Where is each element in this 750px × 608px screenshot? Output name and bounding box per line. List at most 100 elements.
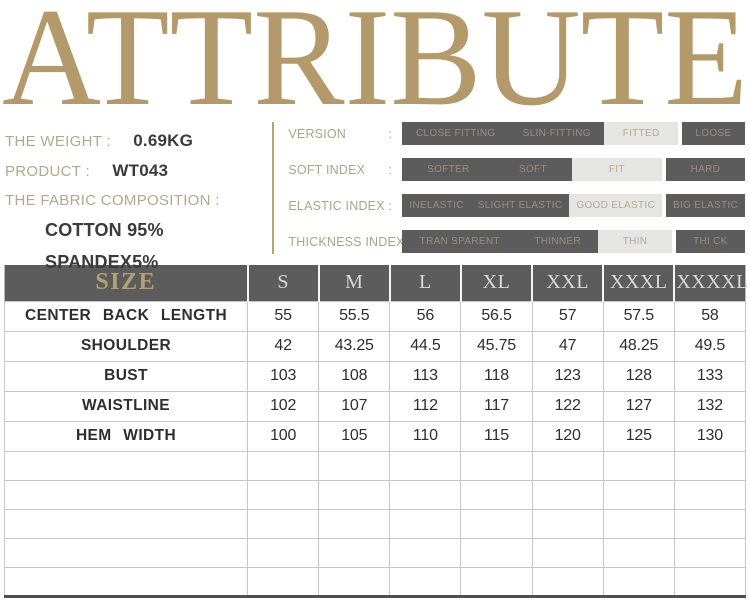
size-header: SIZE xyxy=(4,265,249,301)
empty-cell xyxy=(3,479,249,510)
product-line: PRODUCT : WT043 xyxy=(5,156,272,186)
table-row-shoulder: SHOULDER 42 43.25 44.5 45.75 47 48.25 49… xyxy=(3,330,747,362)
empty-cell xyxy=(3,450,249,481)
table-row-hem-width: HEM WIDTH 100 105 110 115 120 125 130 xyxy=(3,420,747,452)
attribute-label: VERSION xyxy=(288,126,347,141)
empty-cell xyxy=(602,479,675,510)
cell: 125 xyxy=(602,420,675,452)
row-label: SHOULDER xyxy=(3,330,249,362)
table-row-center-back-length: CENTER BACK LENGTH 55 55.5 56 56.5 57 57… xyxy=(3,300,747,332)
weight-value: 0.69KG xyxy=(133,131,194,150)
size-table: SIZE S M L XL XXL XXXL XXXXL CENTER BACK… xyxy=(3,265,748,598)
product-info-panel: THE WEIGHT : 0.69KG PRODUCT : WT043 THE … xyxy=(0,118,272,272)
empty-cell xyxy=(460,450,533,481)
empty-cell xyxy=(531,566,604,597)
info-section: THE WEIGHT : 0.69KG PRODUCT : WT043 THE … xyxy=(0,112,750,272)
cell: 118 xyxy=(460,360,533,392)
cell: 120 xyxy=(531,420,604,452)
table-row-empty xyxy=(3,450,747,481)
cell: 43.25 xyxy=(318,330,391,362)
empty-cell xyxy=(602,450,675,481)
row-label: WAISTLINE xyxy=(3,390,249,422)
empty-cell xyxy=(531,450,604,481)
empty-cell xyxy=(389,479,462,510)
attribute-label: THICKNESS INDEX: xyxy=(288,234,409,249)
fabric-value-line: COTTON 95% SPANDEX5% xyxy=(45,215,272,279)
empty-cell xyxy=(389,566,462,597)
attribute-colon: : xyxy=(388,198,392,213)
option-chip-selected: THIN xyxy=(598,230,672,253)
cell: 103 xyxy=(247,360,320,392)
attribute-row-elastic-index: ELASTIC INDEX : INELASTIC SLIGHT ELASTIC… xyxy=(288,194,745,217)
fabric-label: THE FABRIC COMPOSITION : xyxy=(5,192,220,209)
option-chip: SLIN-FITTING xyxy=(509,122,605,145)
cell: 102 xyxy=(247,390,320,422)
column-header-xxxl: XXXL xyxy=(603,265,676,301)
attribute-row-soft-index: SOFT INDEX : SOFTER SOFT FIT HARD xyxy=(288,158,745,181)
empty-cell xyxy=(460,479,533,510)
empty-cell xyxy=(673,566,747,597)
empty-cell xyxy=(673,508,747,539)
empty-cell xyxy=(673,537,747,568)
cell: 42 xyxy=(247,330,320,362)
cell: 115 xyxy=(460,420,533,452)
table-row-bust: BUST 103 108 113 118 123 128 133 xyxy=(3,360,747,392)
fabric-value: COTTON 95% SPANDEX5% xyxy=(45,220,164,272)
empty-cell xyxy=(247,450,320,481)
column-header-xxxxl: XXXXL xyxy=(674,265,748,301)
row-label: HEM WIDTH xyxy=(3,420,249,452)
option-chip: SLIGHT ELASTIC xyxy=(470,194,570,217)
attribute-colon: : xyxy=(388,126,392,141)
table-row-empty xyxy=(3,537,747,568)
weight-label: THE WEIGHT : xyxy=(5,133,111,150)
weight-line: THE WEIGHT : 0.69KG xyxy=(5,126,272,156)
option-chip: THI CK xyxy=(675,230,745,253)
cell: 44.5 xyxy=(389,330,462,362)
column-header-m: M xyxy=(318,265,391,301)
empty-cell xyxy=(673,450,747,481)
empty-cell xyxy=(247,479,320,510)
empty-cell xyxy=(602,537,675,568)
option-chip-selected: FITTED xyxy=(604,122,678,145)
empty-cell xyxy=(531,537,604,568)
column-header-xxl: XXL xyxy=(532,265,605,301)
empty-cell xyxy=(318,537,391,568)
cell: 55 xyxy=(247,300,320,332)
attribute-row-thickness-index: THICKNESS INDEX: TRAN SPARENT THINNER TH… xyxy=(288,230,745,253)
cell: 117 xyxy=(460,390,533,422)
option-chip: CLOSE FITTING xyxy=(402,122,510,145)
cell: 113 xyxy=(389,360,462,392)
empty-cell xyxy=(531,479,604,510)
attribute-row-version: VERSION : CLOSE FITTING SLIN-FITTING FIT… xyxy=(288,122,745,145)
empty-cell xyxy=(602,508,675,539)
cell: 108 xyxy=(318,360,391,392)
cell: 127 xyxy=(602,390,675,422)
attribute-label: SOFT INDEX xyxy=(288,162,366,177)
fabric-line: THE FABRIC COMPOSITION : xyxy=(5,186,272,215)
option-chip: TRAN SPARENT xyxy=(402,230,518,253)
cell: 58 xyxy=(673,300,747,332)
table-row-empty xyxy=(3,479,747,510)
cell: 132 xyxy=(673,390,747,422)
empty-cell xyxy=(389,508,462,539)
cell: 123 xyxy=(531,360,604,392)
column-header-xl: XL xyxy=(460,265,534,301)
cell: 56 xyxy=(389,300,462,332)
page-title-banner: ATTRIBUTE xyxy=(0,0,750,112)
page-title: ATTRIBUTE xyxy=(2,0,748,112)
cell: 110 xyxy=(389,420,462,452)
empty-cell xyxy=(460,566,533,597)
cell: 48.25 xyxy=(602,330,675,362)
cell: 130 xyxy=(673,420,747,452)
empty-cell xyxy=(460,508,533,539)
row-label: BUST xyxy=(3,360,249,392)
cell: 133 xyxy=(673,360,747,392)
attribute-options: INELASTIC SLIGHT ELASTIC GOOD ELASTIC BI… xyxy=(402,194,745,217)
empty-cell xyxy=(3,508,249,539)
cell: 55.5 xyxy=(318,300,391,332)
cell: 56.5 xyxy=(460,300,533,332)
table-row-empty xyxy=(3,566,747,597)
product-label: PRODUCT : xyxy=(5,163,90,180)
empty-cell xyxy=(247,508,320,539)
option-chip: BIG ELASTIC xyxy=(666,194,745,217)
